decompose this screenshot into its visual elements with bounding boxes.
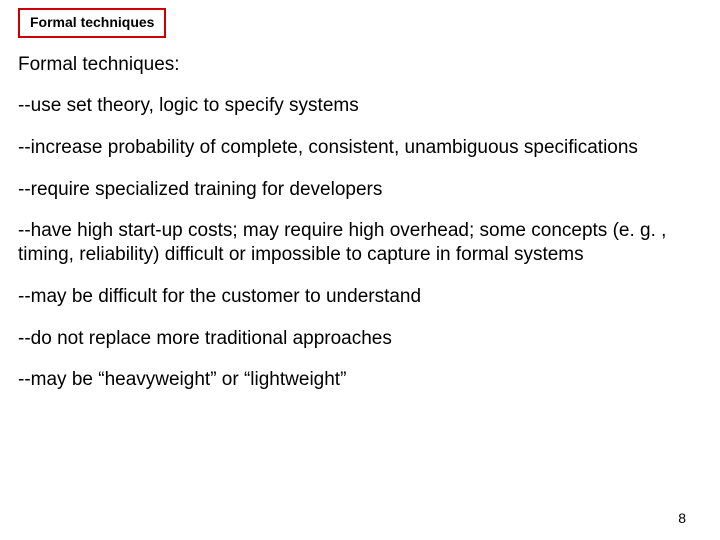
title-box-text: Formal techniques (30, 14, 154, 30)
bullet-item: --use set theory, logic to specify syste… (18, 94, 702, 118)
bullet-item: --may be “heavyweight” or “lightweight” (18, 368, 702, 392)
slide-heading: Formal techniques: (18, 54, 702, 76)
title-box: Formal techniques (18, 8, 166, 38)
page-number: 8 (678, 510, 686, 526)
bullet-item: --may be difficult for the customer to u… (18, 285, 702, 309)
bullet-item: --require specialized training for devel… (18, 178, 702, 202)
bullet-item: --increase probability of complete, cons… (18, 136, 702, 160)
bullet-item: --do not replace more traditional approa… (18, 327, 702, 351)
bullet-item: --have high start-up costs; may require … (18, 219, 702, 267)
